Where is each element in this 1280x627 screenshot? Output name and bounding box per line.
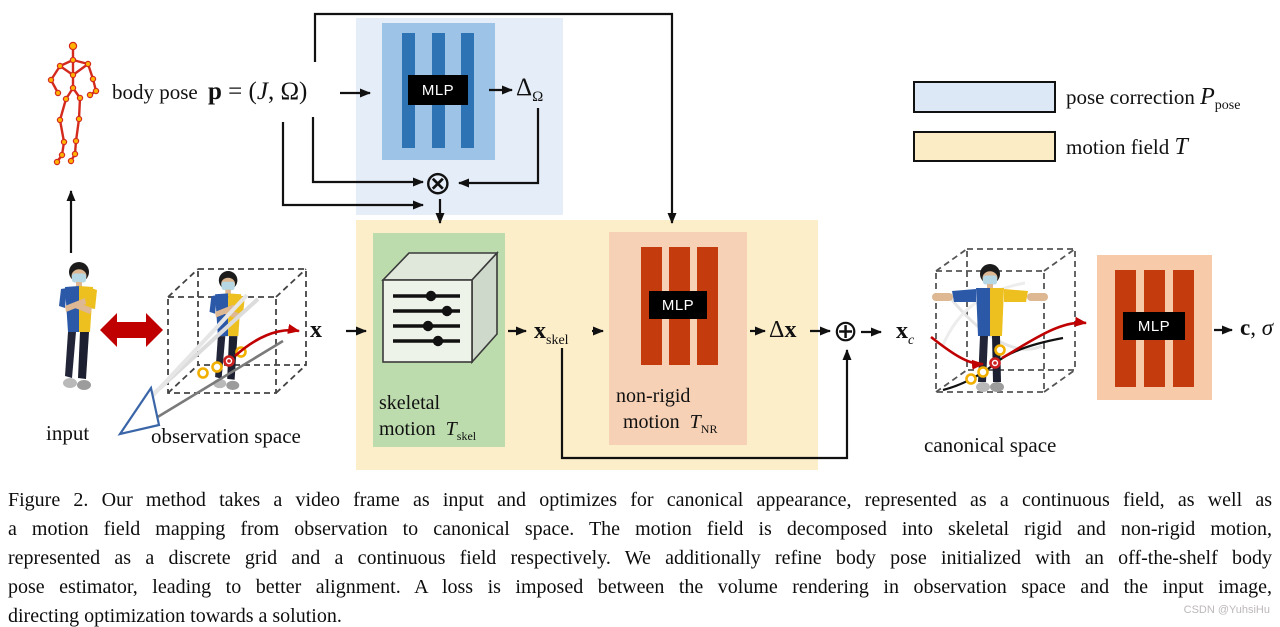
skeletal-motion-label: skeletal motion Tskel [379, 392, 477, 443]
appearance-mlp-label-box: MLP [1123, 312, 1185, 340]
x-c-label: xc [896, 318, 915, 348]
canonical-person-photo [932, 264, 1048, 392]
mlp-label: MLP [421, 81, 455, 99]
canonical-ray-curve [942, 336, 1064, 392]
legend-motion-field-label: motion field T [1066, 134, 1188, 160]
caption-line: Figure 2. Our method takes a video frame… [8, 489, 1272, 511]
xc-to-sample-arrow [930, 335, 984, 370]
input-person-photo [59, 262, 97, 390]
mlp-label: MLP [661, 296, 695, 314]
x-skel-label: xskel [534, 318, 569, 348]
figure-caption: Figure 2. Our method takes a video frame… [8, 486, 1272, 627]
faint-curve [941, 281, 1026, 346]
canonical-cube [935, 248, 1076, 393]
c-sigma-label: c, σ [1240, 315, 1274, 340]
camera-frustum-icon [117, 293, 284, 436]
caption-line: pose estimator, leading to better alignm… [8, 576, 1272, 598]
oplus-operator: ⊕ [833, 314, 859, 349]
nonrigid-mlp-bar [697, 247, 718, 365]
delta-omega-label: ΔΩ [516, 74, 544, 105]
input-label: input [46, 421, 90, 445]
delta-x-label: Δx [769, 317, 797, 343]
x-label: x [310, 317, 322, 343]
mlp-label: MLP [1137, 317, 1171, 335]
legend-pose-correction-swatch [913, 81, 1056, 113]
canonical-space-label: canonical space [924, 433, 1057, 457]
skeleton-pose-icon [47, 41, 100, 166]
caption-line: a motion field mapping from observation … [8, 518, 1272, 540]
body-pose-formula: body pose p = (J, Ω) [112, 78, 308, 105]
pose-mlp-label-box: MLP [408, 75, 468, 105]
ray-sample-points [197, 346, 247, 379]
canonical-sample-points [965, 344, 1006, 385]
caption-line: directing optimization towards a solutio… [8, 605, 342, 627]
nonrigid-motion-label: non-rigid motion TNR [616, 385, 718, 436]
observation-cube [167, 268, 307, 394]
correspondence-double-arrow [100, 313, 163, 347]
csdn-watermark: CSDN @YuhsiHu [1183, 604, 1270, 616]
faint-curve [946, 294, 1043, 351]
caption-line: represented as a discrete grid and a con… [8, 547, 1272, 569]
nonrigid-mlp-label-box: MLP [649, 291, 707, 319]
legend-pose-correction-label: pose correction Ppose [1066, 84, 1241, 114]
legend-motion-field-swatch [913, 131, 1056, 162]
body-pose-label: body pose [112, 80, 198, 104]
sample-to-x-arrow [234, 324, 300, 357]
sample-to-mlp-arrow [1001, 316, 1087, 360]
otimes-operator: ⊗ [424, 163, 452, 202]
observation-person-photo [209, 271, 245, 391]
observation-space-label: observation space [151, 424, 301, 448]
